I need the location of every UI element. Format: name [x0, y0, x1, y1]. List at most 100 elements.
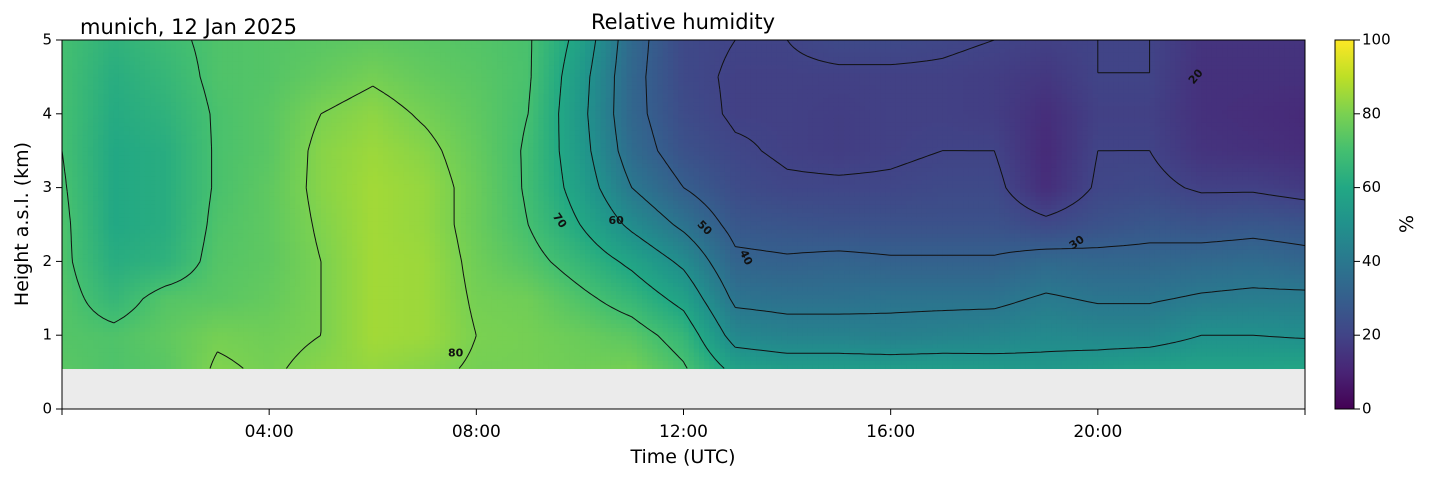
heatmap-cell	[108, 282, 115, 287]
heatmap-cell	[227, 204, 234, 209]
heatmap-cell	[238, 315, 244, 320]
heatmap-cell	[263, 249, 270, 255]
heatmap-cell	[186, 241, 193, 246]
heatmap-cell	[289, 228, 296, 234]
heatmap-cell	[62, 265, 68, 271]
heatmap-cell	[212, 224, 218, 230]
heatmap-cell	[248, 118, 255, 123]
heatmap-cell	[72, 154, 79, 160]
heatmap-cell	[289, 44, 296, 49]
heatmap-cell	[346, 101, 353, 107]
heatmap-cell	[279, 130, 286, 136]
heatmap-cell	[201, 52, 208, 58]
heatmap-cell	[160, 93, 167, 99]
heatmap-cell	[336, 150, 343, 156]
heatmap-cell	[346, 163, 353, 168]
heatmap-cell	[150, 200, 156, 205]
heatmap-cell	[139, 93, 146, 99]
heatmap-cell	[263, 282, 270, 287]
heatmap-cell	[320, 183, 327, 189]
heatmap-cell	[238, 360, 244, 365]
heatmap-cell	[341, 48, 348, 53]
heatmap-cell	[72, 150, 79, 156]
heatmap-cell	[175, 257, 182, 263]
heatmap-cell	[165, 105, 172, 111]
heatmap-cell	[150, 52, 156, 58]
heatmap-cell	[289, 216, 296, 222]
heatmap-cell	[331, 327, 338, 333]
heatmap-cell	[62, 331, 68, 337]
heatmap-cell	[341, 212, 348, 218]
heatmap-cell	[175, 200, 182, 205]
heatmap-cell	[362, 159, 369, 164]
heatmap-cell	[165, 68, 172, 74]
heatmap-cell	[320, 68, 327, 74]
heatmap-cell	[279, 241, 286, 246]
heatmap-cell	[315, 315, 322, 320]
heatmap-cell	[372, 56, 379, 62]
heatmap-cell	[181, 56, 187, 62]
heatmap-cell	[357, 183, 363, 189]
heatmap-cell	[201, 97, 208, 103]
heatmap-cell	[129, 179, 136, 185]
heatmap-cell	[181, 347, 187, 353]
heatmap-cell	[352, 212, 358, 218]
heatmap-cell	[181, 327, 187, 333]
heatmap-cell	[305, 105, 312, 111]
heatmap-cell	[160, 64, 167, 70]
heatmap-cell	[367, 302, 374, 308]
heatmap-cell	[289, 347, 296, 353]
heatmap-cell	[108, 306, 115, 312]
heatmap-cell	[175, 44, 182, 49]
heatmap-cell	[160, 323, 167, 328]
heatmap-cell	[108, 163, 115, 168]
heatmap-cell	[269, 130, 275, 136]
heatmap-cell	[274, 154, 281, 160]
heatmap-cell	[87, 216, 94, 222]
heatmap-cell	[87, 319, 94, 324]
heatmap-cell	[118, 142, 125, 148]
heatmap-cell	[160, 310, 167, 316]
heatmap-cell	[98, 97, 105, 103]
heatmap-cell	[170, 101, 177, 107]
heatmap-cell	[93, 109, 99, 115]
heatmap-cell	[341, 257, 348, 263]
heatmap-cell	[160, 351, 167, 357]
heatmap-cell	[150, 44, 156, 49]
heatmap-cell	[191, 44, 198, 49]
heatmap-cell	[243, 76, 250, 82]
heatmap-cell	[124, 44, 130, 49]
heatmap-cell	[305, 241, 312, 246]
heatmap-cell	[82, 109, 89, 115]
heatmap-cell	[289, 323, 296, 328]
heatmap-cell	[217, 339, 224, 345]
heatmap-cell	[124, 327, 130, 333]
heatmap-cell	[227, 224, 234, 230]
heatmap-cell	[320, 212, 327, 218]
heatmap-cell	[201, 306, 208, 312]
heatmap-cell	[352, 101, 358, 107]
heatmap-cell	[383, 290, 389, 296]
heatmap-cell	[263, 253, 270, 259]
heatmap-cell	[295, 278, 301, 283]
heatmap-cell	[175, 335, 182, 341]
heatmap-cell	[62, 187, 68, 193]
heatmap-cell	[144, 356, 151, 361]
heatmap-cell	[87, 187, 94, 193]
heatmap-cell	[129, 339, 136, 345]
heatmap-cell	[279, 204, 286, 209]
heatmap-cell	[346, 191, 353, 197]
heatmap-cell	[181, 40, 187, 45]
heatmap-cell	[352, 282, 358, 287]
heatmap-cell	[103, 224, 110, 230]
heatmap-cell	[383, 228, 389, 234]
heatmap-cell	[87, 323, 94, 328]
heatmap-cell	[248, 253, 255, 259]
heatmap-cell	[263, 146, 270, 152]
heatmap-cell	[103, 319, 110, 324]
heatmap-cell	[243, 282, 250, 287]
heatmap-cell	[93, 60, 99, 66]
heatmap-cell	[191, 269, 198, 275]
heatmap-cell	[362, 163, 369, 168]
heatmap-cell	[103, 105, 110, 111]
